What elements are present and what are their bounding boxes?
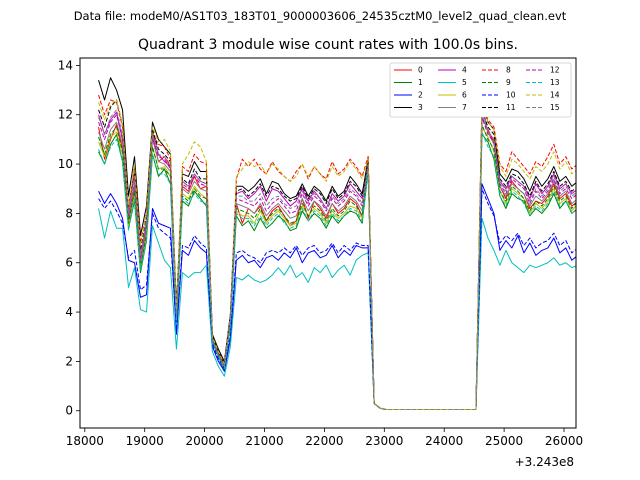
series-line-14 [98,99,576,410]
y-tick-label: 6 [65,256,73,270]
y-tick-label: 0 [65,404,73,418]
legend-frame [389,62,572,118]
legend-label-9: 9 [506,78,511,87]
legend-label-6: 6 [462,91,467,100]
x-tick-label: 26000 [545,434,583,448]
series-line-10 [98,188,576,410]
legend-label-0: 0 [418,66,423,75]
legend-label-13: 13 [550,78,560,87]
x-axis: 18000 19000 20000 21000 22000 23000 24000 25000… [66,428,583,448]
chart-title: Quadrant 3 module wise count rates with … [138,37,518,53]
legend-label-15: 15 [550,103,560,112]
series-line-3 [98,77,576,410]
x-axis-offset-label: +3.243e8 [515,455,574,469]
legend-label-4: 4 [462,66,467,75]
y-tick-label: 12 [58,108,73,122]
legend-label-3: 3 [418,103,423,112]
y-tick-label: 2 [65,354,73,368]
legend-label-12: 12 [550,66,560,75]
y-tick-label: 14 [58,58,73,72]
legend-label-5: 5 [462,78,467,87]
legend-label-1: 1 [418,78,423,87]
legend-label-10: 10 [506,91,516,100]
x-tick-label: 22000 [305,434,343,448]
series-line-13 [98,131,576,410]
y-axis: 0 2 4 6 8 10 12 14 [58,58,80,418]
y-tick-label: 10 [58,157,73,171]
series-layer [98,77,576,410]
x-tick-label: 18000 [66,434,104,448]
series-line-9 [98,124,576,410]
x-tick-label: 24000 [425,434,463,448]
x-tick-label: 25000 [485,434,523,448]
y-tick-label: 4 [65,305,73,319]
x-tick-label: 21000 [245,434,283,448]
series-line-15 [98,109,576,410]
legend-label-7: 7 [462,103,467,112]
legend-label-14: 14 [550,91,560,100]
y-tick-label: 8 [65,206,73,220]
legend-label-11: 11 [506,103,516,112]
chart-suptitle: Data file: modeM0/AS1T03_183T01_90000036… [74,9,567,23]
plot-area-frame [79,57,577,429]
series-line-1 [98,133,576,410]
legend-label-2: 2 [418,91,423,100]
x-tick-label: 23000 [365,434,403,448]
legend-label-8: 8 [506,66,511,75]
x-tick-label: 20000 [186,434,224,448]
x-tick-label: 19000 [126,434,164,448]
series-line-5 [98,208,576,410]
